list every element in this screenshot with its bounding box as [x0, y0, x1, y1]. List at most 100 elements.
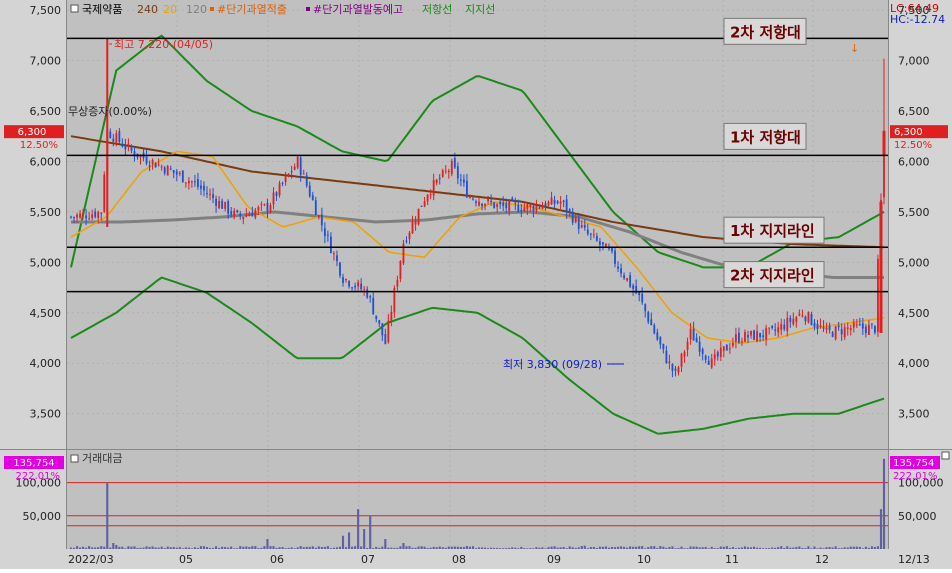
volume-bar: [749, 547, 753, 549]
volume-bar: [523, 548, 526, 549]
candle-body: [695, 337, 698, 343]
volume-bar: [819, 547, 822, 549]
price-tick-label-left: 7,500: [30, 4, 62, 17]
candle-body: [478, 201, 480, 206]
candle-body: [472, 198, 474, 200]
candle-body: [73, 217, 75, 219]
candle-body: [804, 316, 807, 322]
x-tick-label: 2022/03: [68, 553, 114, 566]
volume-bar: [354, 546, 357, 549]
candle-body: [861, 323, 864, 329]
candle-body: [432, 179, 435, 196]
level-label: 2차 지지라인: [730, 267, 815, 285]
volume-bar: [163, 548, 166, 549]
volume-panel-background: [67, 450, 888, 549]
candle-body: [813, 322, 816, 327]
candle-body: [284, 175, 287, 182]
candle-body: [336, 255, 338, 262]
candle-body: [438, 178, 441, 180]
candle-body: [311, 195, 314, 201]
volume-bar: [710, 546, 713, 549]
candle-body: [272, 192, 275, 205]
volume-bar: [520, 546, 523, 549]
legend-ma120: 120: [186, 3, 207, 16]
candle-body: [112, 138, 115, 142]
volume-bar: [592, 546, 595, 549]
volume-bar: [459, 546, 462, 549]
volume-bar: [432, 546, 435, 549]
volume-bar: [477, 547, 481, 549]
volume-bar: [94, 547, 97, 549]
volume-bar: [130, 546, 133, 549]
candle-body: [281, 182, 284, 184]
candle-body: [580, 224, 583, 228]
candle-body: [178, 172, 181, 174]
volume-bar: [544, 548, 547, 549]
volume-bar: [541, 547, 544, 549]
high-annotation: 최고 7,220 (04/05): [114, 38, 213, 51]
candle-body: [456, 166, 459, 179]
candle-body: [680, 353, 683, 367]
price-change-right: 12.50%: [894, 140, 932, 151]
level-label-background: [723, 216, 825, 244]
volume-tag-left: 135,754: [13, 458, 54, 469]
price-tick-label-left: 7,000: [30, 55, 62, 68]
candle-body: [447, 170, 450, 173]
candle-body: [103, 174, 106, 212]
volume-bar: [816, 548, 819, 549]
volume-bar: [834, 546, 837, 549]
x-tick-label: 07: [361, 553, 375, 566]
bollinger-lower-line: [70, 276, 885, 435]
candle-body: [653, 324, 656, 334]
candle-body: [544, 203, 547, 208]
volume-bar: [762, 548, 765, 549]
volume-bar: [471, 546, 475, 549]
candle-body: [423, 201, 426, 207]
volume-tag-right-bg: [890, 456, 940, 469]
volume-bar: [595, 548, 598, 549]
candle-body: [242, 216, 245, 219]
volume-bar: [786, 546, 789, 549]
volume-bar: [184, 547, 187, 549]
level-label-box: 1차 지지라인: [723, 216, 825, 244]
volume-bar: [72, 547, 76, 549]
volume-bar: [562, 547, 565, 549]
candle-body: [565, 199, 568, 213]
volume-bar: [771, 547, 774, 549]
candle-body: [668, 361, 671, 364]
level-label-box: 2차 지지라인: [723, 261, 825, 289]
price-tick-label-right: 4,500: [898, 307, 930, 320]
candle-body: [290, 171, 293, 173]
candle-body: [822, 327, 825, 329]
volume-bar: [157, 547, 160, 549]
price-tick-label-right: 5,500: [898, 206, 930, 219]
volume-bar: [517, 548, 520, 549]
volume-bar: [813, 546, 816, 549]
candle-body: [100, 212, 103, 214]
volume-bar: [139, 547, 142, 549]
level-label: 1차 저항대: [730, 128, 801, 146]
volume-bar: [837, 548, 840, 549]
candle-body: [662, 343, 665, 350]
volume-bar: [124, 548, 127, 549]
candle-body: [251, 212, 254, 217]
candle-body: [508, 201, 511, 212]
candle-body: [650, 319, 653, 326]
volume-bar: [181, 548, 184, 549]
candle-body: [287, 173, 290, 177]
candle-body: [372, 297, 375, 315]
volume-bar: [713, 548, 716, 549]
candle-body: [88, 218, 91, 220]
volume-bar: [444, 547, 447, 549]
candle-body: [387, 320, 390, 343]
volume-bar: [583, 545, 586, 549]
price-tag-right-bg: [890, 125, 948, 139]
candle-body: [91, 214, 94, 219]
candle-body: [789, 317, 792, 323]
volume-bar: [363, 529, 366, 549]
candle-body: [738, 332, 740, 343]
candle-body: [444, 170, 447, 172]
candle-body: [526, 204, 529, 210]
volume-bar: [199, 546, 203, 549]
